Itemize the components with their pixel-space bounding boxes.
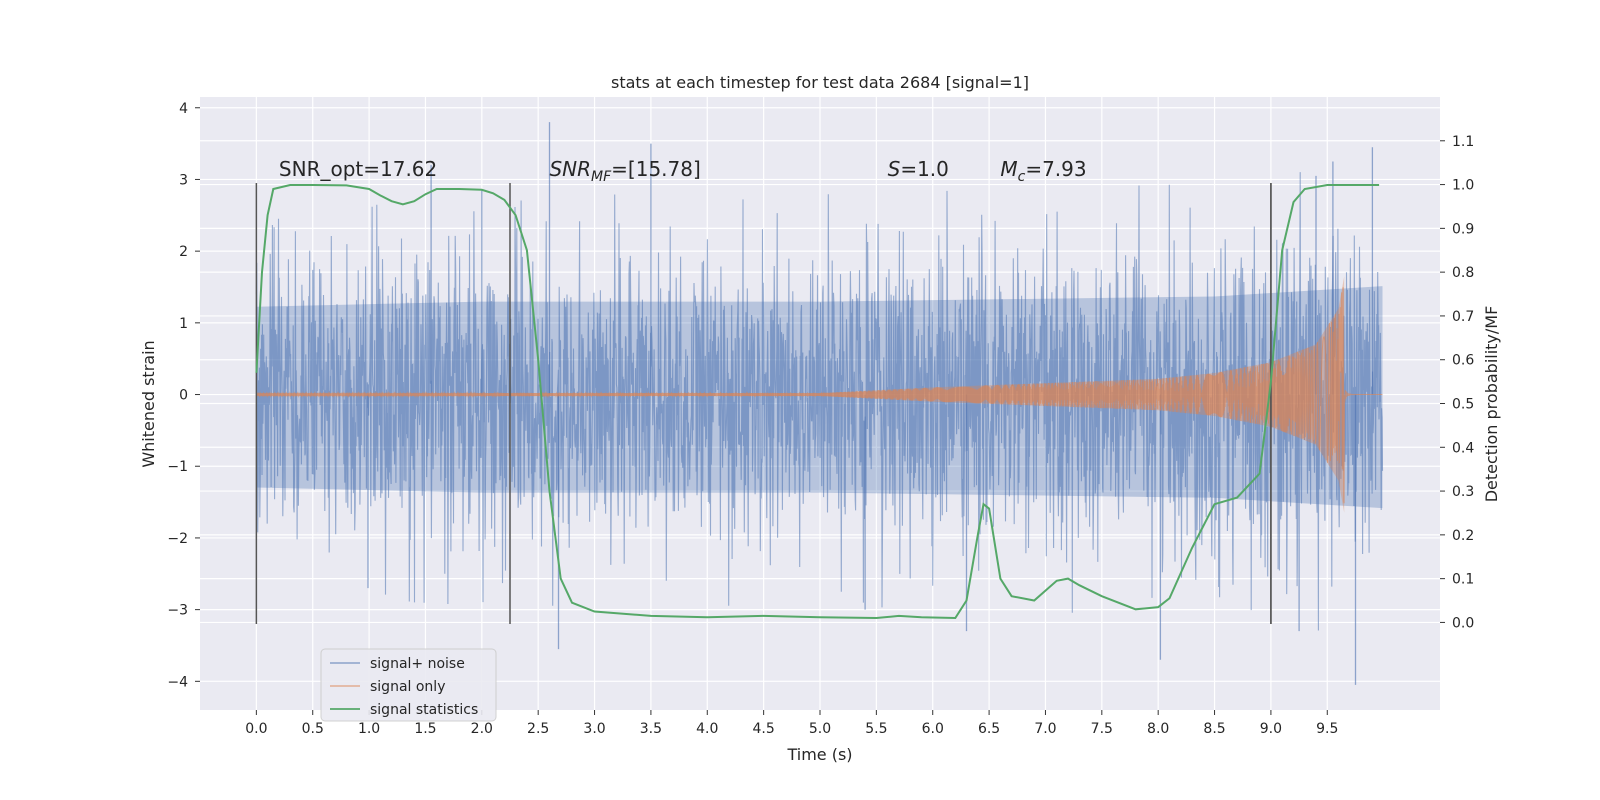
x-tick-label: 4.0: [696, 721, 718, 737]
y2-tick-label: 0.8: [1452, 265, 1474, 281]
annotation-3-value: =7.93: [1025, 157, 1086, 181]
x-tick-labels: 0.0 0.5 1.0 1.5 2.0 2.5 3.0 3.5 4.0 4.5 5.0 5.5 6.0 6…: [245, 710, 1338, 737]
y2-tick-label: 0.5: [1452, 397, 1474, 413]
x-tick-label: 6.0: [922, 721, 944, 737]
noise-trace: [255, 172, 1384, 631]
y-tick-label: −3: [167, 603, 188, 619]
x-tick-label: 9.0: [1260, 721, 1282, 737]
annotation-1-subscript: MF: [591, 169, 612, 185]
x-tick-label: 1.5: [414, 721, 436, 737]
x-tick-label: 7.5: [1091, 721, 1113, 737]
y2-tick-label: 1.1: [1452, 134, 1474, 150]
x-tick-label: 6.5: [978, 721, 1000, 737]
x-tick-label: 1.0: [358, 721, 380, 737]
x-tick-label: 8.5: [1203, 721, 1225, 737]
annotation-2-symbol: S: [888, 157, 901, 181]
y2-tick-label: 0.1: [1452, 572, 1474, 588]
series-signal-plus-noise: [255, 122, 1384, 685]
legend-label-noise: signal+ noise: [370, 656, 465, 672]
x-tick-label: 2.0: [471, 721, 493, 737]
annotations: SNR_opt=17.62 SNRMF=[15.78] S=1.0 Mc=7.93: [279, 157, 1087, 185]
annotation-3-symbol: M: [1000, 157, 1017, 181]
y-tick-label: 1: [179, 316, 188, 332]
annotation-3: Mc=7.93: [1000, 157, 1086, 185]
legend: signal+ noise signal only signal statist…: [320, 648, 497, 722]
chart-title: stats at each timestep for test data 268…: [611, 73, 1029, 92]
signal-trace: [255, 287, 1383, 504]
y-tick-label: −4: [167, 674, 188, 690]
x-tick-label: 0.5: [302, 721, 324, 737]
legend-label-stats: signal statistics: [370, 702, 478, 718]
y-tick-label: 4: [179, 101, 188, 117]
y-tick-label: 2: [179, 244, 188, 260]
noise-peaks: [367, 122, 1374, 685]
annotation-2: S=1.0: [888, 157, 949, 181]
x-tick-label: 7.0: [1034, 721, 1056, 737]
annotation-1-symbol: SNR: [549, 157, 591, 181]
y-tick-label: 0: [179, 388, 188, 404]
annotation-2-value: =1.0: [900, 157, 949, 181]
annotation-1: SNRMF=[15.78]: [549, 157, 700, 185]
y2-tick-labels: 0.0 0.1 0.2 0.3 0.4 0.5 0.6 0.7 0.8 0.9 1.0 1.1: [1440, 134, 1474, 631]
annotation-3-subscript: c: [1018, 169, 1026, 185]
y-tick-label: −2: [167, 531, 188, 547]
y-tick-labels: −4 −3 −2 −1 0 1 2 3 4: [167, 101, 200, 690]
y2-tick-label: 0.6: [1452, 353, 1474, 369]
x-tick-label: 5.0: [809, 721, 831, 737]
annotation-0: SNR_opt=17.62: [279, 157, 437, 181]
y-axis-label: Whitened strain: [139, 340, 158, 467]
y2-axis-label: Detection probability/MF: [1482, 306, 1501, 503]
y2-tick-label: 0.2: [1452, 528, 1474, 544]
y-tick-label: −1: [167, 459, 188, 475]
x-tick-label: 0.0: [245, 721, 267, 737]
x-tick-label: 3.5: [640, 721, 662, 737]
series-signal-only: [255, 276, 1383, 513]
series-signal-statistics: [255, 184, 1380, 620]
y2-tick-label: 0.4: [1452, 440, 1474, 456]
y2-tick-label: 0.0: [1452, 615, 1474, 631]
y-tick-label: 3: [179, 172, 188, 188]
annotation-1-value: =[15.78]: [611, 157, 701, 181]
vertical-lines: [255, 183, 1272, 624]
legend-box: [320, 648, 497, 722]
x-tick-label: 9.5: [1316, 721, 1338, 737]
x-tick-label: 4.5: [753, 721, 775, 737]
x-tick-label: 8.0: [1147, 721, 1169, 737]
signal-envelope: [256, 276, 1345, 513]
legend-label-signal: signal only: [370, 679, 445, 695]
noise-core-band: [256, 286, 1383, 509]
y2-tick-label: 0.3: [1452, 484, 1474, 500]
y2-tick-label: 0.9: [1452, 221, 1474, 237]
x-axis-label: Time (s): [786, 745, 852, 764]
x-tick-label: 5.5: [865, 721, 887, 737]
y2-tick-label: 1.0: [1452, 178, 1474, 194]
y2-tick-label: 0.7: [1452, 309, 1474, 325]
x-tick-label: 3.0: [583, 721, 605, 737]
stats-line: [255, 184, 1380, 620]
x-tick-label: 2.5: [527, 721, 549, 737]
